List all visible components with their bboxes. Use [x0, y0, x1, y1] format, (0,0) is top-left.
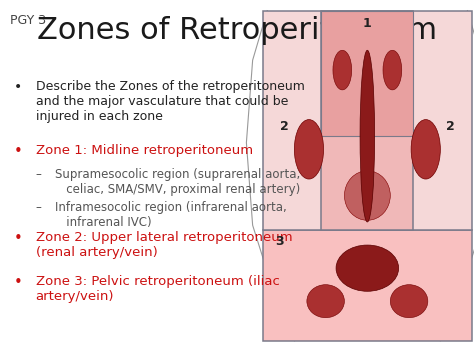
- Text: Zone 3: Pelvic retroperitoneum (iliac
artery/vein): Zone 3: Pelvic retroperitoneum (iliac ar…: [36, 275, 280, 303]
- Text: –: –: [36, 201, 41, 214]
- Ellipse shape: [307, 285, 345, 318]
- Text: 2: 2: [280, 120, 288, 133]
- Ellipse shape: [411, 120, 440, 179]
- Text: Zone 2: Upper lateral retroperitoneum
(renal artery/vein): Zone 2: Upper lateral retroperitoneum (r…: [36, 231, 292, 259]
- Bar: [263, 11, 472, 230]
- Bar: [263, 11, 472, 341]
- Text: •: •: [14, 275, 23, 290]
- Text: •: •: [14, 80, 22, 94]
- Bar: [321, 11, 413, 230]
- Text: PGY 3: PGY 3: [10, 14, 46, 27]
- Bar: [321, 11, 413, 136]
- Ellipse shape: [333, 50, 352, 90]
- Bar: [263, 230, 472, 341]
- Ellipse shape: [360, 50, 374, 222]
- Ellipse shape: [345, 171, 390, 220]
- Text: •: •: [14, 144, 23, 159]
- Text: Zone 1: Midline retroperitoneum: Zone 1: Midline retroperitoneum: [36, 144, 253, 157]
- Ellipse shape: [294, 120, 324, 179]
- Text: Inframesocolic region (infrarenal aorta,
   infrarenal IVC): Inframesocolic region (infrarenal aorta,…: [55, 201, 286, 229]
- Text: –: –: [36, 168, 41, 181]
- Ellipse shape: [390, 285, 428, 318]
- Ellipse shape: [383, 50, 402, 90]
- Ellipse shape: [336, 245, 399, 291]
- Text: •: •: [14, 231, 23, 246]
- Text: Zones of Retroperitoneum: Zones of Retroperitoneum: [37, 16, 437, 45]
- Text: Describe the Zones of the retroperitoneum
and the major vasculature that could b: Describe the Zones of the retroperitoneu…: [36, 80, 304, 123]
- Text: 1: 1: [363, 17, 372, 31]
- Text: Supramesocolic region (suprarenal aorta,
   celiac, SMA/SMV, proximal renal arte: Supramesocolic region (suprarenal aorta,…: [55, 168, 300, 196]
- Text: 2: 2: [447, 120, 455, 133]
- Text: 3: 3: [275, 235, 284, 248]
